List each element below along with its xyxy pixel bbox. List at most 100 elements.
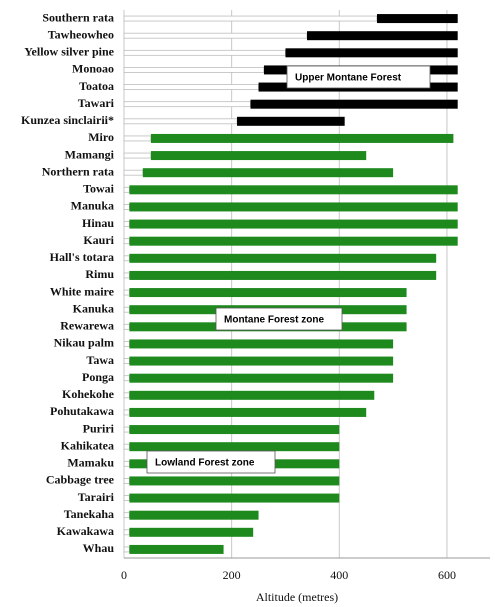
category-label: Mamaku — [67, 456, 114, 470]
category-label: Miro — [88, 130, 114, 144]
annotation: Montane Forest zone — [224, 315, 324, 326]
bar — [129, 339, 394, 349]
bar — [129, 202, 458, 212]
category-label: White maire — [50, 284, 115, 298]
category-label: Northern rata — [42, 164, 114, 178]
category-label: Rewarewa — [60, 319, 114, 333]
base-bar — [123, 152, 152, 159]
category-label: Rimu — [85, 267, 114, 281]
bar — [142, 168, 394, 178]
x-tick-label: 200 — [223, 568, 241, 582]
annotation-box — [146, 450, 276, 474]
base-bar — [123, 323, 130, 330]
category-label: Ponga — [82, 370, 114, 384]
bar — [129, 476, 340, 486]
base-bar — [123, 221, 130, 227]
bar — [129, 253, 437, 263]
x-tick-label: 400 — [330, 568, 348, 582]
base-bar — [123, 84, 259, 90]
category-label: Kahikatea — [61, 438, 114, 452]
bar — [129, 510, 259, 520]
bar — [250, 99, 458, 109]
bar — [150, 133, 454, 143]
category-label: Pohutakawa — [50, 404, 114, 418]
category-label: Puriri — [83, 421, 115, 435]
annotation-box — [215, 307, 343, 331]
bar — [129, 373, 394, 383]
bar — [376, 14, 458, 24]
category-label: Tanekaha — [64, 507, 114, 521]
base-bar — [123, 358, 130, 364]
base-bar — [123, 186, 130, 193]
annotation: Lowland Forest zone — [155, 458, 255, 469]
base-bar — [123, 341, 130, 347]
base-bar — [123, 478, 130, 484]
x-axis-label: Altitude (metres) — [256, 590, 338, 604]
base-bar — [123, 32, 308, 39]
x-tick-label: 600 — [438, 568, 456, 582]
category-label: Cabbage tree — [46, 473, 115, 487]
bar — [129, 288, 407, 298]
bar — [129, 356, 394, 366]
category-label: Manuka — [71, 199, 114, 213]
bar — [129, 236, 458, 246]
base-bar — [123, 169, 144, 176]
annotation: Upper Montane Forest — [295, 73, 402, 84]
x-tick-label: 0 — [121, 568, 127, 582]
base-bar — [123, 238, 130, 245]
base-bar — [123, 375, 130, 382]
category-label: Kanuka — [73, 301, 114, 315]
bar — [129, 390, 375, 400]
base-bar — [123, 306, 130, 313]
category-label: Toatoa — [79, 79, 114, 93]
bar — [307, 31, 458, 41]
category-label: Whau — [83, 541, 115, 555]
bar — [129, 425, 340, 435]
category-label: Mamangi — [65, 147, 115, 161]
base-bar — [123, 118, 238, 125]
base-bar — [123, 529, 130, 536]
base-bar — [123, 101, 251, 108]
category-label: Yellow silver pine — [24, 45, 114, 59]
base-bar — [123, 546, 130, 553]
base-bar — [123, 272, 130, 279]
base-bar — [123, 460, 130, 467]
category-label: Hall's totara — [50, 250, 114, 264]
base-bar — [123, 392, 130, 399]
category-label: Kawakawa — [57, 524, 114, 538]
category-label: Kauri — [83, 233, 114, 247]
bar — [129, 493, 340, 503]
category-label: Southern rata — [42, 10, 114, 24]
bar — [129, 185, 458, 195]
base-bar — [123, 426, 130, 433]
category-label: Tarairi — [78, 490, 115, 504]
bar — [150, 151, 367, 161]
annotation-box — [286, 65, 431, 89]
category-label: Hinau — [82, 216, 114, 230]
bar — [129, 527, 254, 537]
category-label: Tawa — [86, 353, 114, 367]
category-label: Monoao — [72, 62, 114, 76]
bar — [129, 544, 224, 554]
base-bar — [123, 135, 152, 142]
bar — [237, 116, 345, 126]
bar — [129, 442, 340, 452]
base-bar — [123, 49, 286, 56]
bar — [285, 48, 458, 58]
bar — [129, 270, 437, 280]
base-bar — [123, 67, 265, 73]
bar — [129, 219, 458, 229]
category-label: Nikau palm — [54, 336, 114, 350]
base-bar — [123, 15, 378, 22]
category-label: Kunzea sinclairii* — [21, 113, 114, 127]
base-bar — [123, 255, 130, 262]
category-label: Tawari — [78, 96, 115, 110]
base-bar — [123, 512, 130, 519]
base-bar — [123, 204, 130, 210]
base-bar — [123, 289, 130, 296]
category-label: Tawheowheo — [48, 27, 114, 41]
category-label: Kohekohe — [62, 387, 115, 401]
base-bar — [123, 409, 130, 416]
base-bar — [123, 495, 130, 501]
